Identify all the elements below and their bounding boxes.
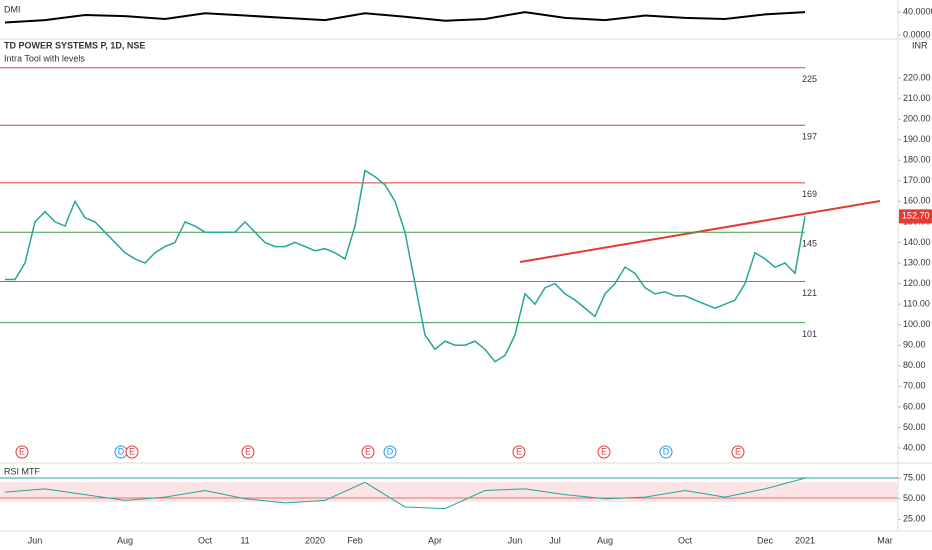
event-marker (659, 445, 673, 459)
y-tick-label: 210.00 (903, 93, 931, 103)
level-label: 197 (802, 132, 817, 142)
level-label: 169 (802, 189, 817, 199)
level-label: 145 (802, 239, 817, 249)
x-tick-label: Jun (28, 535, 43, 545)
x-tick-label: Oct (678, 535, 693, 545)
y-tick-label: 120.00 (903, 278, 931, 288)
dmi-line (4, 11, 806, 24)
event-marker (597, 445, 611, 459)
y-tick-label: 75.00 (903, 473, 926, 483)
rsi-label: RSI MTF (4, 466, 40, 476)
x-tick-label: Dec (757, 535, 774, 545)
x-tick-label: Feb (347, 535, 363, 545)
event-label: D (663, 446, 670, 456)
event-marker (361, 445, 375, 459)
x-tick-label: 11 (240, 535, 249, 545)
event-label: E (601, 446, 607, 456)
y-tick-label: 220.00 (903, 72, 931, 82)
x-tick-label: Aug (597, 535, 613, 545)
last-price-box (899, 209, 932, 224)
event-marker (731, 445, 745, 459)
y-tick-label: 40.0000 (903, 6, 932, 16)
y-tick-label: 70.00 (903, 381, 926, 391)
x-tick-label: Oct (198, 535, 213, 545)
event-label: E (735, 446, 741, 456)
price-line (5, 169, 806, 363)
y-tick-label: 50.00 (903, 493, 926, 503)
x-tick-label: 2020 (305, 535, 325, 545)
event-marker (512, 445, 526, 459)
dmi-label: DMI (4, 4, 21, 14)
event-marker (383, 445, 397, 459)
y-tick-label: 60.00 (903, 401, 926, 411)
x-tick-label: Apr (428, 535, 442, 545)
event-marker (125, 445, 139, 459)
y-tick-label: 80.00 (903, 360, 926, 370)
y-tick-label: 140.00 (903, 237, 931, 247)
event-label: E (129, 446, 135, 456)
y-tick-label: 100.00 (903, 319, 931, 329)
y-tick-label: 130.00 (903, 257, 931, 267)
level-label: 101 (802, 329, 817, 339)
y-tick-label: 0.0000 (903, 29, 931, 39)
chart-title: TD POWER SYSTEMS P, 1D, NSE (4, 40, 145, 50)
event-label: D (387, 446, 394, 456)
event-label: E (516, 446, 522, 456)
last-price-label: 152.70 (902, 211, 930, 221)
rsi-band (0, 482, 898, 502)
event-marker (15, 445, 29, 459)
x-tick-label: Mar (877, 535, 893, 545)
trend-line (519, 200, 881, 263)
y-tick-label: 200.00 (903, 114, 931, 124)
currency: INR (912, 40, 928, 50)
y-tick-label: 25.00 (903, 514, 926, 524)
y-tick-label: 190.00 (903, 134, 931, 144)
x-tick-label: Jul (549, 535, 561, 545)
level-label: 121 (802, 288, 817, 298)
event-label: E (19, 446, 25, 456)
event-label: E (245, 446, 251, 456)
event-label: D (118, 446, 125, 456)
y-tick-label: 90.00 (903, 340, 926, 350)
x-tick-label: Jun (508, 535, 523, 545)
y-tick-label: 40.00 (903, 442, 926, 452)
chart-subtitle: Intra Tool with levels (4, 53, 85, 63)
level-label: 225 (802, 74, 817, 84)
y-tick-label: 160.00 (903, 196, 931, 206)
x-tick-label: 2021 (795, 535, 815, 545)
x-tick-label: Aug (117, 535, 133, 545)
y-tick-label: 50.00 (903, 422, 926, 432)
rsi-line (4, 477, 806, 510)
event-marker (241, 445, 255, 459)
y-tick-label: 110.00 (903, 299, 930, 309)
event-label: E (365, 446, 371, 456)
y-tick-label: 170.00 (903, 175, 931, 185)
y-tick-label: 180.00 (903, 155, 931, 165)
